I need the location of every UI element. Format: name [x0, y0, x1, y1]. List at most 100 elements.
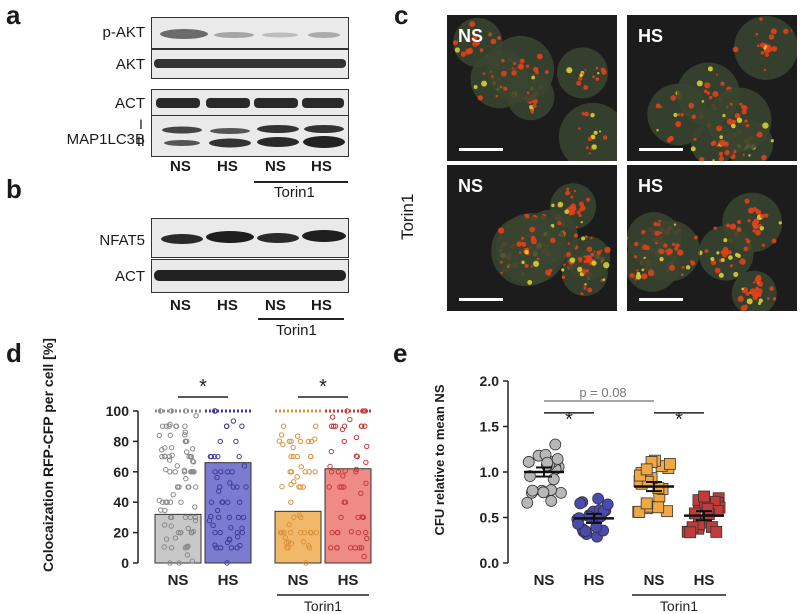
data-point — [572, 517, 584, 530]
data-point — [243, 484, 249, 490]
data-point — [241, 463, 248, 469]
fluorescent-puncta — [744, 198, 750, 204]
data-point — [219, 499, 226, 505]
fluorescent-puncta — [591, 260, 597, 266]
fluorescent-puncta — [603, 262, 610, 269]
fluorescent-puncta — [752, 223, 760, 230]
fluorescent-puncta — [736, 227, 742, 232]
fluorescent-puncta — [567, 242, 571, 245]
blot-bands-p-akt — [160, 29, 340, 39]
fluorescent-puncta — [490, 38, 497, 45]
data-point — [212, 529, 218, 536]
panel-label-e: e — [393, 338, 408, 368]
fluorescent-puncta — [641, 268, 645, 272]
fluorescent-puncta — [709, 95, 713, 100]
data-point — [334, 545, 340, 551]
fluorescent-puncta — [561, 268, 565, 272]
treatment-label: Torin1 — [274, 184, 315, 201]
scale-bar — [639, 298, 683, 301]
data-point — [234, 534, 241, 540]
fluorescent-puncta — [583, 260, 587, 264]
bar — [204, 462, 252, 564]
data-point — [361, 553, 367, 560]
fluorescent-puncta — [704, 82, 711, 89]
data-point — [236, 499, 243, 505]
row-label-map1lc3b: MAP1LC3B — [66, 131, 145, 148]
fluorescent-puncta — [723, 238, 728, 243]
y-tick-label: 40 — [113, 494, 129, 510]
data-point — [327, 463, 333, 470]
data-point — [182, 429, 188, 435]
fluorescent-puncta — [584, 283, 587, 286]
fluorescent-puncta — [659, 231, 662, 235]
fluorescent-puncta — [728, 251, 732, 255]
data-point — [640, 497, 653, 510]
data-point — [285, 545, 291, 551]
fluorescent-puncta — [536, 257, 540, 261]
pvalue-label: p = 0.08 — [579, 385, 626, 400]
data-point — [189, 446, 196, 452]
fluorescent-puncta — [722, 113, 726, 118]
fluorescent-puncta — [659, 257, 664, 262]
fluorescent-puncta — [590, 236, 593, 240]
fluorescent-puncta — [699, 156, 705, 163]
fluorescent-puncta — [518, 251, 522, 254]
data-point — [341, 484, 347, 490]
data-point — [313, 529, 320, 536]
row-label-act: ACT — [115, 268, 145, 285]
lane-label: HS — [311, 158, 332, 175]
fluorescent-puncta — [752, 207, 758, 212]
treatment-label: Torin1 — [660, 598, 698, 614]
data-point — [305, 438, 312, 445]
data-point — [684, 526, 697, 539]
fluorescent-puncta — [731, 119, 736, 124]
data-point — [163, 466, 169, 473]
x-tick-label: NS — [168, 572, 189, 589]
fluorescent-puncta — [745, 237, 748, 241]
data-point — [190, 469, 196, 475]
data-point — [362, 408, 369, 414]
fluorescent-puncta — [706, 91, 711, 95]
fluorescent-puncta — [771, 45, 778, 52]
data-point — [288, 438, 294, 445]
fluorescent-puncta — [744, 119, 748, 123]
fluorescent-puncta — [566, 187, 570, 191]
fluorescent-puncta — [739, 258, 746, 265]
fluorescent-puncta — [590, 112, 595, 118]
fluorescent-puncta — [546, 271, 552, 276]
data-point — [664, 457, 676, 470]
y-axis-label-e: CFU relative to mean NS — [432, 384, 447, 536]
data-point — [235, 514, 242, 521]
data-point — [166, 453, 173, 460]
fluorescent-puncta — [641, 273, 648, 280]
data-point — [335, 469, 342, 475]
fluorescent-puncta — [497, 227, 505, 234]
fluorescent-puncta — [590, 134, 596, 140]
data-point — [353, 453, 360, 459]
y-tick-label: 1.5 — [480, 419, 500, 435]
data-point — [157, 408, 164, 414]
fluorescent-puncta — [761, 243, 765, 247]
fluorescent-puncta — [536, 53, 543, 60]
data-point — [341, 423, 348, 429]
data-point — [192, 514, 198, 521]
fluorescent-puncta — [469, 40, 472, 43]
data-point — [228, 545, 235, 551]
fluorescent-puncta — [534, 70, 539, 75]
data-point — [329, 414, 336, 420]
fluorescent-puncta — [584, 68, 587, 71]
lane-label: NS — [170, 158, 191, 175]
data-point — [224, 423, 230, 429]
fluorescent-puncta — [572, 203, 575, 206]
blot-p-akt — [151, 17, 349, 49]
data-point — [226, 514, 233, 521]
data-point — [230, 484, 237, 490]
fluorescent-puncta — [531, 75, 536, 80]
fluorescent-puncta — [581, 204, 585, 209]
data-point — [212, 469, 218, 475]
data-point — [353, 434, 360, 441]
fluorescent-puncta — [720, 81, 725, 86]
fluorescent-puncta — [718, 272, 724, 278]
lane-label: NS — [170, 297, 191, 314]
data-point — [182, 514, 189, 521]
